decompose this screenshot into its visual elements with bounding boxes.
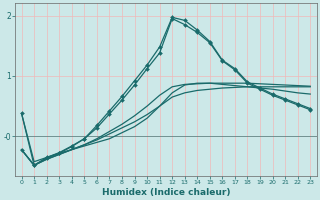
X-axis label: Humidex (Indice chaleur): Humidex (Indice chaleur) — [102, 188, 230, 197]
